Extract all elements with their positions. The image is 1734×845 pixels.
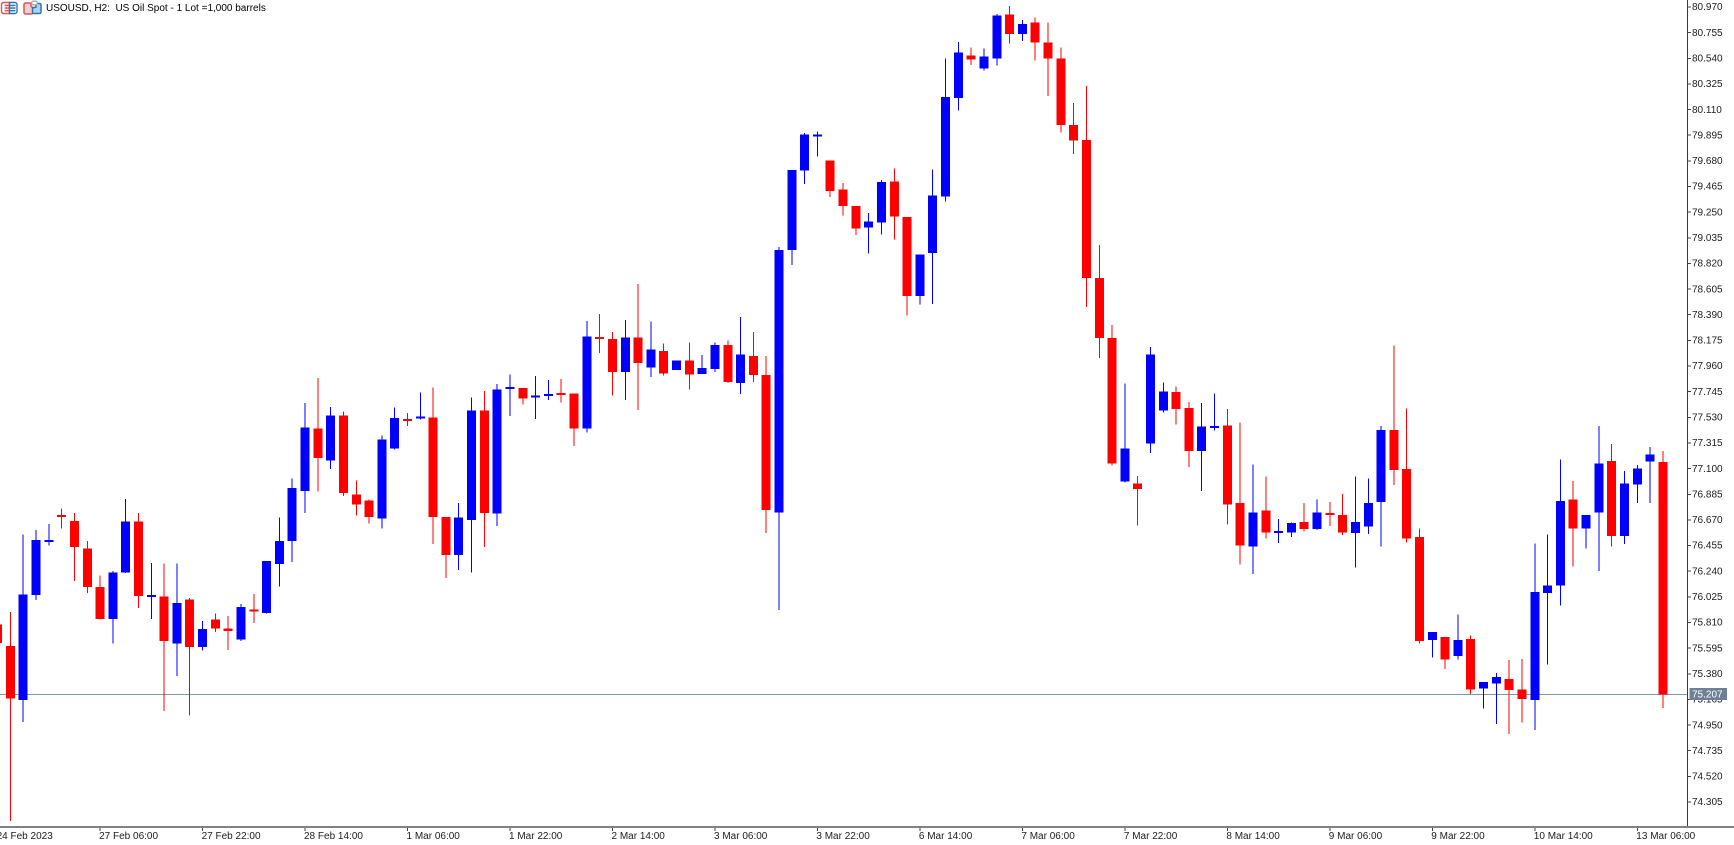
svg-text:8 Mar 14:00: 8 Mar 14:00 bbox=[1226, 831, 1280, 842]
svg-text:80.325: 80.325 bbox=[1692, 79, 1723, 90]
svg-text:6 Mar 14:00: 6 Mar 14:00 bbox=[919, 831, 973, 842]
svg-text:24 Feb 2023: 24 Feb 2023 bbox=[0, 831, 53, 842]
svg-text:77.745: 77.745 bbox=[1692, 387, 1723, 398]
svg-text:3 Mar 06:00: 3 Mar 06:00 bbox=[714, 831, 768, 842]
svg-text:78.605: 78.605 bbox=[1692, 284, 1723, 295]
svg-text:76.240: 76.240 bbox=[1692, 566, 1723, 577]
svg-text:74.735: 74.735 bbox=[1692, 746, 1723, 757]
svg-text:75.380: 75.380 bbox=[1692, 669, 1723, 680]
svg-text:1 Mar 22:00: 1 Mar 22:00 bbox=[509, 831, 563, 842]
svg-text:79.250: 79.250 bbox=[1692, 207, 1723, 218]
svg-text:80.110: 80.110 bbox=[1692, 105, 1722, 116]
svg-text:77.315: 77.315 bbox=[1692, 438, 1723, 449]
svg-text:74.950: 74.950 bbox=[1692, 720, 1723, 731]
svg-text:79.895: 79.895 bbox=[1692, 130, 1723, 141]
svg-text:77.530: 77.530 bbox=[1692, 413, 1723, 424]
svg-text:74.305: 74.305 bbox=[1692, 797, 1723, 808]
svg-text:75.595: 75.595 bbox=[1692, 643, 1723, 654]
svg-text:27 Feb 06:00: 27 Feb 06:00 bbox=[99, 831, 158, 842]
svg-text:78.390: 78.390 bbox=[1692, 310, 1723, 321]
svg-text:76.455: 76.455 bbox=[1692, 541, 1723, 552]
svg-text:80.540: 80.540 bbox=[1692, 54, 1723, 65]
svg-text:77.960: 77.960 bbox=[1692, 361, 1723, 372]
svg-text:76.885: 76.885 bbox=[1692, 490, 1723, 501]
svg-text:79.465: 79.465 bbox=[1692, 182, 1723, 193]
svg-text:76.670: 76.670 bbox=[1692, 515, 1723, 526]
svg-text:13 Mar 06:00: 13 Mar 06:00 bbox=[1636, 831, 1695, 842]
svg-text:9 Mar 22:00: 9 Mar 22:00 bbox=[1431, 831, 1485, 842]
svg-text:27 Feb 22:00: 27 Feb 22:00 bbox=[202, 831, 261, 842]
svg-text:78.820: 78.820 bbox=[1692, 259, 1723, 270]
svg-text:80.755: 80.755 bbox=[1692, 28, 1723, 39]
svg-text:80.970: 80.970 bbox=[1692, 2, 1723, 13]
svg-text:10 Mar 14:00: 10 Mar 14:00 bbox=[1534, 831, 1593, 842]
svg-text:7 Mar 06:00: 7 Mar 06:00 bbox=[1021, 831, 1075, 842]
svg-text:79.680: 79.680 bbox=[1692, 156, 1723, 167]
svg-text:9 Mar 06:00: 9 Mar 06:00 bbox=[1329, 831, 1383, 842]
svg-text:78.175: 78.175 bbox=[1692, 336, 1723, 347]
svg-text:75.165: 75.165 bbox=[1692, 695, 1723, 706]
svg-text:75.207: 75.207 bbox=[1692, 690, 1723, 701]
svg-text:76.025: 76.025 bbox=[1692, 592, 1723, 603]
svg-text:USOUSD, H2: US Oil Spot - 1 L: USOUSD, H2: US Oil Spot - 1 Lot =1,000 b… bbox=[46, 3, 266, 14]
svg-text:74.520: 74.520 bbox=[1692, 772, 1723, 783]
svg-text:3 Mar 22:00: 3 Mar 22:00 bbox=[816, 831, 870, 842]
svg-text:75.810: 75.810 bbox=[1692, 618, 1723, 629]
svg-text:2 Mar 14:00: 2 Mar 14:00 bbox=[612, 831, 666, 842]
svg-text:7 Mar 22:00: 7 Mar 22:00 bbox=[1124, 831, 1178, 842]
svg-text:77.100: 77.100 bbox=[1692, 464, 1723, 475]
svg-text:79.035: 79.035 bbox=[1692, 233, 1723, 244]
svg-text:1 Mar 06:00: 1 Mar 06:00 bbox=[407, 831, 461, 842]
svg-text:28 Feb 14:00: 28 Feb 14:00 bbox=[304, 831, 363, 842]
